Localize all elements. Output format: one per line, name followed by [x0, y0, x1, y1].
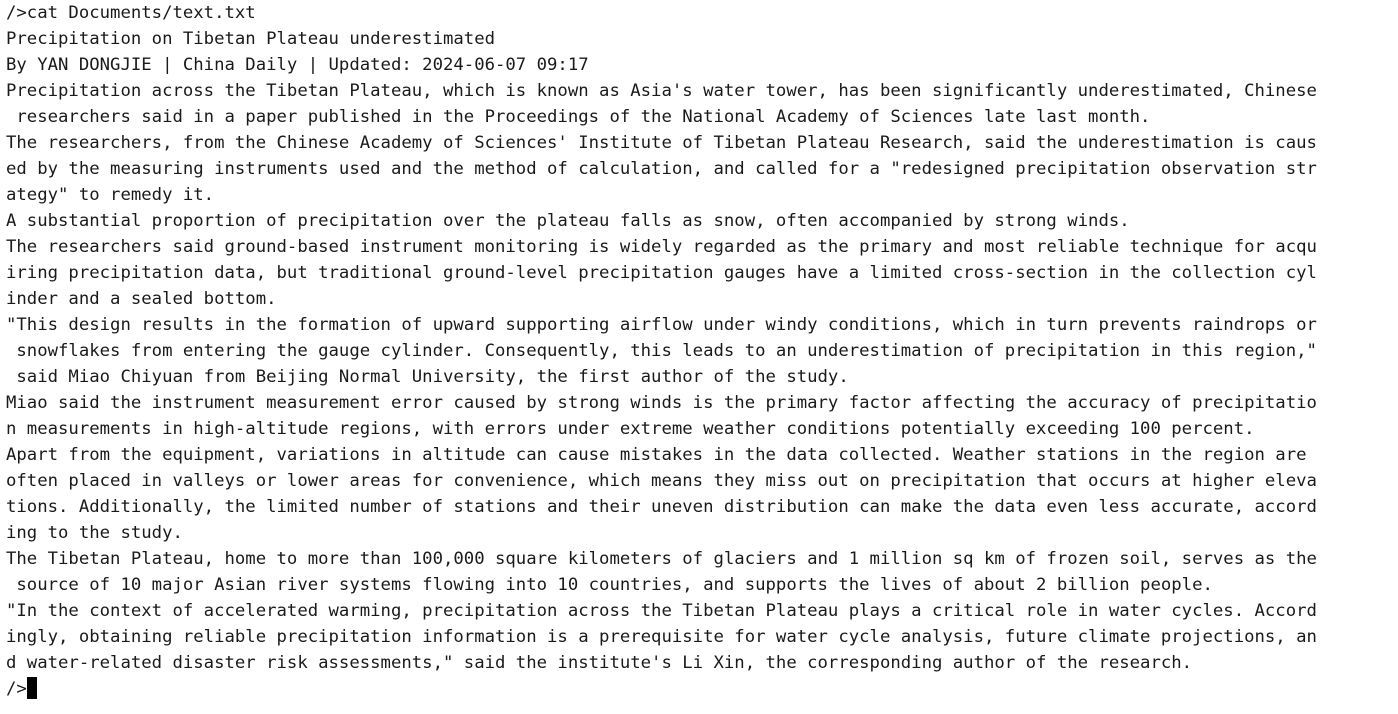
output-line: The researchers, from the Chinese Academ…	[6, 133, 1317, 153]
output-line: d water-related disaster risk assessment…	[6, 653, 1193, 673]
output-line: "This design results in the formation of…	[6, 315, 1317, 335]
output-line: The Tibetan Plateau, home to more than 1…	[6, 549, 1317, 569]
output-line: Precipitation across the Tibetan Plateau…	[6, 81, 1317, 101]
output-line: ed by the measuring instruments used and…	[6, 159, 1317, 179]
output-line: often placed in valleys or lower areas f…	[6, 471, 1317, 491]
output-line: Miao said the instrument measurement err…	[6, 393, 1317, 413]
output-line: A substantial proportion of precipitatio…	[6, 211, 1130, 231]
output-line: Apart from the equipment, variations in …	[6, 445, 1307, 465]
output-line: Precipitation on Tibetan Plateau underes…	[6, 29, 495, 49]
input-line[interactable]: />	[6, 676, 1398, 702]
prompt: />	[6, 679, 27, 699]
command-output: Precipitation on Tibetan Plateau underes…	[6, 26, 1398, 676]
output-line: ing to the study.	[6, 523, 183, 543]
output-line: "In the context of accelerated warming, …	[6, 601, 1317, 621]
output-line: The researchers said ground-based instru…	[6, 237, 1317, 257]
output-line: n measurements in high-altitude regions,…	[6, 419, 1255, 439]
output-line: tions. Additionally, the limited number …	[6, 497, 1317, 517]
output-line: By YAN DONGJIE | China Daily | Updated: …	[6, 55, 589, 75]
output-line: said Miao Chiyuan from Beijing Normal Un…	[6, 367, 849, 387]
command-line: />cat Documents/text.txt	[6, 3, 256, 23]
output-line: ategy" to remedy it.	[6, 185, 215, 205]
output-line: researchers said in a paper published in…	[6, 107, 1151, 127]
output-line: iring precipitation data, but traditiona…	[6, 263, 1317, 283]
output-line: snowflakes from entering the gauge cylin…	[6, 341, 1317, 361]
output-line: source of 10 major Asian river systems f…	[6, 575, 1213, 595]
output-line: inder and a sealed bottom.	[6, 289, 277, 309]
output-line: ingly, obtaining reliable precipitation …	[6, 627, 1317, 647]
text-cursor	[26, 677, 37, 699]
